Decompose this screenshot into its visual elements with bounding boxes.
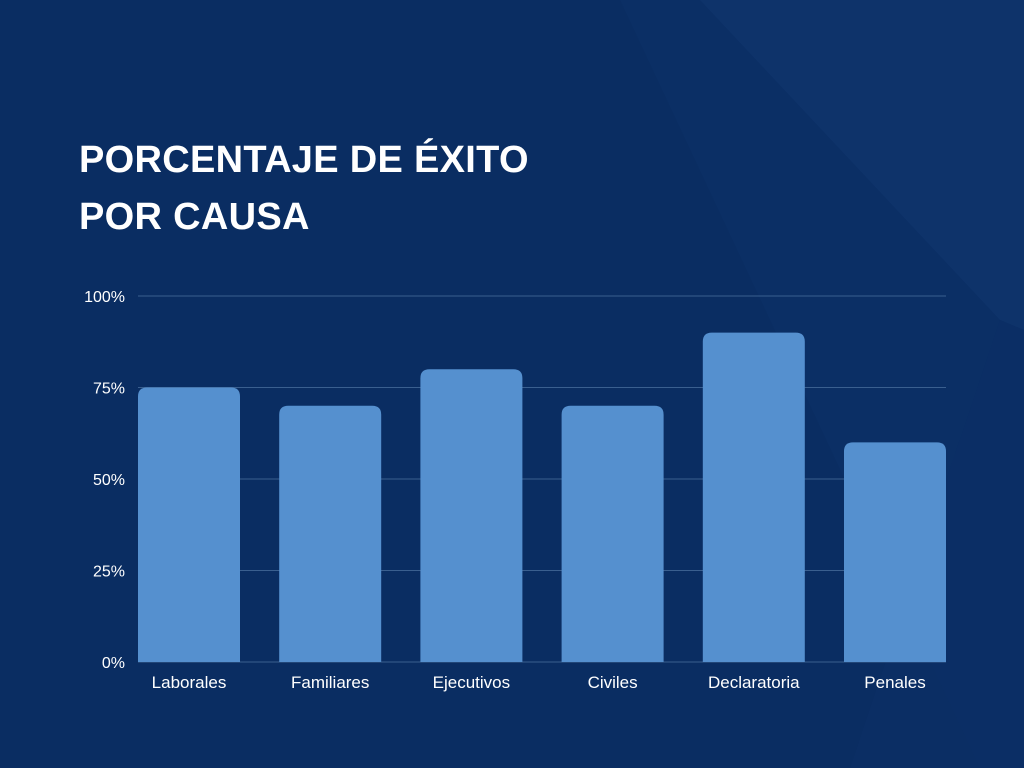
- y-tick-label: 25%: [93, 564, 125, 581]
- chart-title-line-2: POR CAUSA: [79, 196, 310, 238]
- x-tick-label: Familiares: [291, 673, 369, 692]
- y-tick-label: 50%: [93, 472, 125, 489]
- bar-ejecutivos: [420, 369, 523, 662]
- bar-declaratoria: [702, 332, 805, 662]
- y-tick-label: 0%: [102, 655, 125, 672]
- bar-penales: [844, 442, 946, 662]
- x-tick-label: Penales: [864, 673, 925, 692]
- x-tick-label: Laborales: [152, 673, 227, 692]
- x-axis-ticks: Laborales Familiares Ejecutivos Civiles Decl…: [152, 673, 926, 692]
- chart-title: PORCENTAJE DE ÉXITO POR CAUSA: [79, 132, 529, 246]
- bars: [138, 332, 946, 662]
- x-tick-label: Declaratoria: [708, 673, 800, 692]
- bar-laborales: [138, 387, 240, 662]
- bar-civiles: [561, 405, 664, 662]
- bar-familiares: [279, 405, 382, 662]
- y-tick-label: 100%: [84, 289, 125, 306]
- gridlines: [138, 295, 946, 663]
- y-tick-label: 75%: [93, 381, 125, 398]
- x-tick-label: Ejecutivos: [433, 673, 510, 692]
- y-axis-ticks: 0% 25% 50% 75% 100%: [84, 289, 125, 672]
- x-tick-label: Civiles: [588, 673, 638, 692]
- chart-title-line-1: PORCENTAJE DE ÉXITO: [79, 139, 529, 181]
